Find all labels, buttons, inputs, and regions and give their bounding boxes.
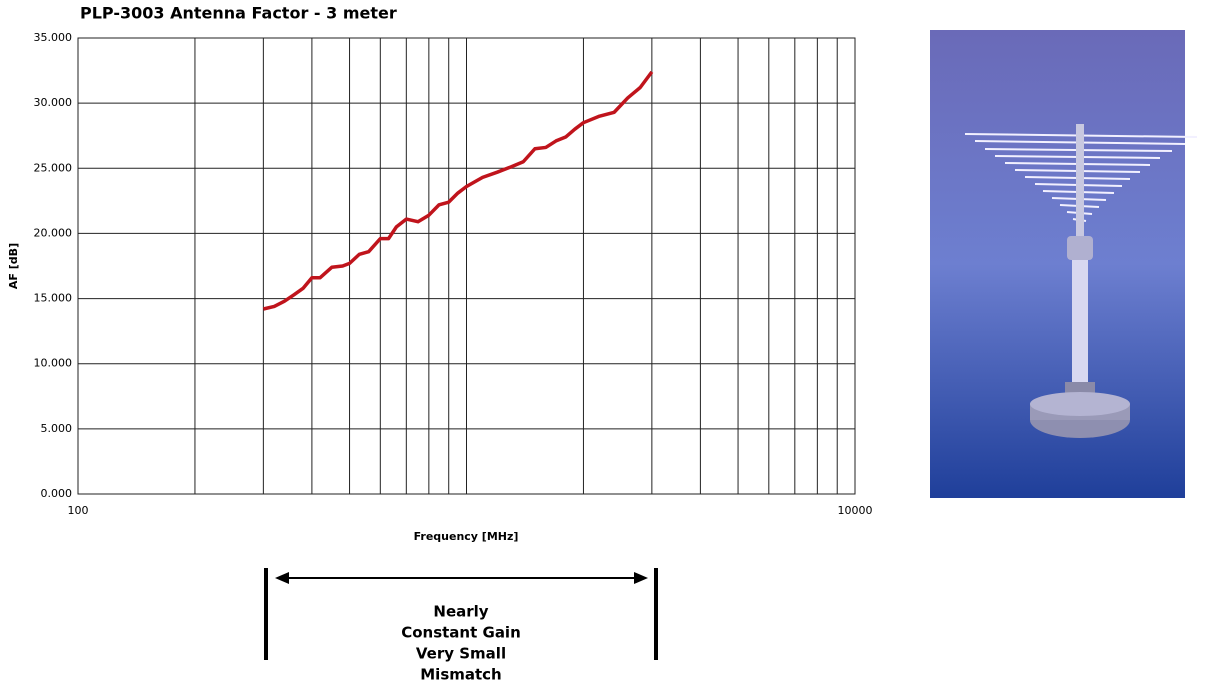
chart-title: PLP-3003 Antenna Factor - 3 meter — [80, 4, 397, 23]
y-tick-label: 15.000 — [34, 292, 73, 305]
page: PLP-3003 Antenna Factor - 3 meter Freque… — [0, 0, 1215, 696]
range-annotation: Nearly Constant Gain Very Small Mismatch — [266, 568, 656, 684]
x-tick-label: 100 — [68, 504, 89, 517]
antenna-boom — [1076, 124, 1084, 236]
antenna-photo — [930, 30, 1197, 498]
annotation-text: Mismatch — [420, 666, 502, 684]
y-tick-label: 20.000 — [34, 226, 73, 239]
x-axis-label: Frequency [MHz] — [414, 530, 519, 543]
antenna-base-top — [1030, 392, 1130, 416]
antenna-mast — [1072, 260, 1088, 390]
plot-area: 0.000 5.000 10.000 15.000 20.000 25.000 30.000… — [34, 31, 873, 517]
data-line — [263, 72, 652, 309]
x-tick-label: 10000 — [838, 504, 873, 517]
arrow-head — [275, 572, 289, 584]
annotation-text: Very Small — [416, 645, 506, 663]
y-tick-label: 5.000 — [41, 422, 73, 435]
y-tick-label: 30.000 — [34, 96, 73, 109]
y-tick-label: 25.000 — [34, 161, 73, 174]
y-axis-label: AF [dB] — [7, 243, 20, 289]
arrow-head — [634, 572, 648, 584]
annotation-text: Constant Gain — [401, 624, 521, 642]
y-tick-label: 10.000 — [34, 357, 73, 370]
annotation-text: Nearly — [433, 603, 488, 621]
antenna-connector — [1067, 236, 1093, 260]
y-tick-label: 35.000 — [34, 31, 73, 44]
y-tick-label: 0.000 — [41, 487, 73, 500]
